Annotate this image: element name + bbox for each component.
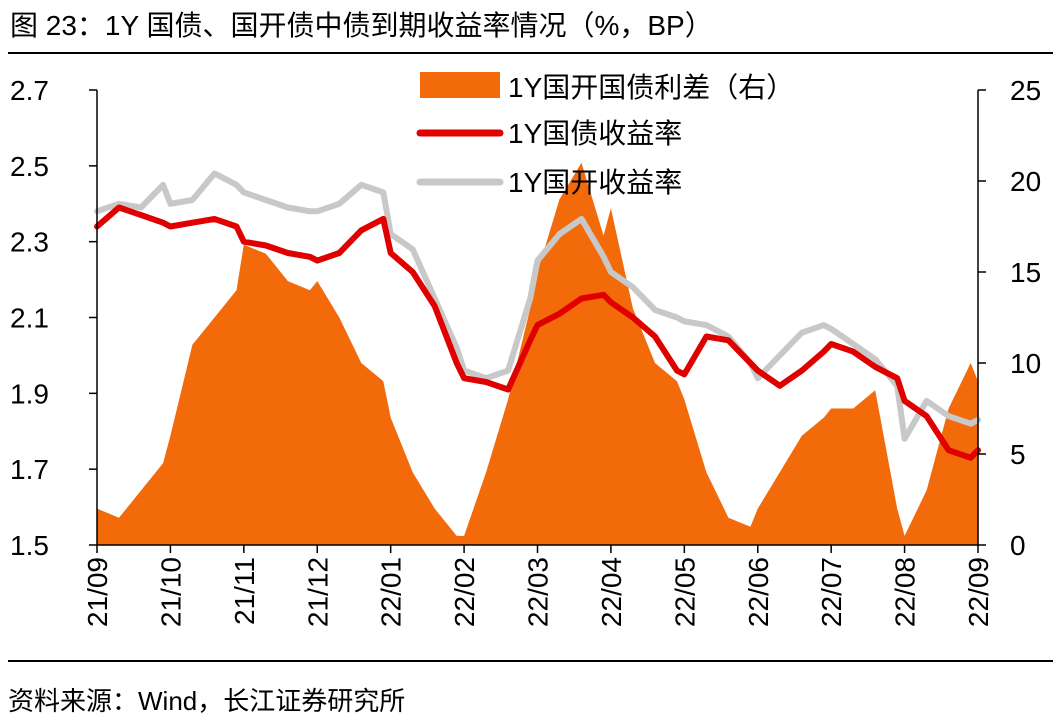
x-tick-label: 22/09 xyxy=(963,557,994,627)
source-rule xyxy=(8,660,1053,662)
chart: 1.5 1.7 1.9 2.1 2.3 2.5 2.7 0 5 10 15 20 25 21/09 21/1… xyxy=(10,72,1041,627)
x-tick-label: 22/07 xyxy=(816,557,847,627)
x-tick-label: 22/04 xyxy=(596,557,627,627)
legend-label-spread: 1Y国开国债利差（右） xyxy=(508,72,794,103)
x-tick-label: 21/10 xyxy=(155,557,186,627)
y-left-tick-label: 1.5 xyxy=(10,530,49,561)
gov-yield-line xyxy=(94,204,981,461)
y-left-tick-label: 1.9 xyxy=(10,378,49,409)
y-right-tick-label: 15 xyxy=(1010,257,1041,288)
source-note: 资料来源：Wind，长江证券研究所 xyxy=(8,686,406,716)
cdb-yield-line xyxy=(94,170,981,442)
y-left-tick-label: 2.7 xyxy=(10,75,49,106)
x-tick-label: 21/09 xyxy=(82,557,113,627)
y-right-tick-label: 20 xyxy=(1010,166,1041,197)
legend-swatch-spread xyxy=(420,72,500,98)
y-right-tick-label: 10 xyxy=(1010,348,1041,379)
x-tick-label: 22/02 xyxy=(449,557,480,627)
legend: 1Y国开国债利差（右） 1Y国债收益率 1Y国开收益率 xyxy=(416,72,794,198)
chart-title: 图 23：1Y 国债、国开债中债到期收益率情况（%，BP） xyxy=(10,10,713,41)
spread-area-group xyxy=(97,162,978,546)
x-tick-label: 22/01 xyxy=(376,557,407,627)
y-left-tick-label: 2.5 xyxy=(10,151,49,182)
y-left-tick-label: 2.1 xyxy=(10,303,49,334)
y-left-tick-label: 1.7 xyxy=(10,454,49,485)
y-right-tick-label: 0 xyxy=(1010,530,1026,561)
x-tick-label: 21/11 xyxy=(229,557,260,625)
title-rule xyxy=(8,52,1053,54)
yield-lines-group xyxy=(94,170,981,461)
y-right-tick-label: 5 xyxy=(1010,439,1026,470)
x-tick-label: 22/08 xyxy=(890,557,921,627)
y-right-tick-label: 25 xyxy=(1010,75,1041,106)
x-tick-label: 22/06 xyxy=(743,557,774,627)
legend-label-gov: 1Y国债收益率 xyxy=(508,118,682,149)
x-tick-label: 22/05 xyxy=(669,557,700,627)
legend-label-cdb: 1Y国开收益率 xyxy=(508,167,682,198)
axes-group: 1.5 1.7 1.9 2.1 2.3 2.5 2.7 0 5 10 15 20 25 21/09 21/1… xyxy=(10,75,1041,627)
y-left-tick-label: 2.3 xyxy=(10,227,49,258)
x-tick-label: 21/12 xyxy=(302,557,333,627)
spread-area xyxy=(97,162,978,546)
x-tick-label: 22/03 xyxy=(523,557,554,627)
